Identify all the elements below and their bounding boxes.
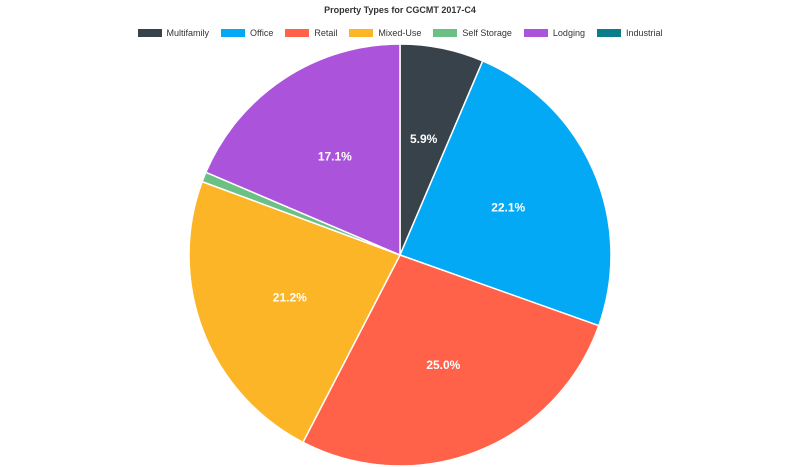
legend-item-office[interactable]: Office [221,28,273,38]
slice-label: 17.1% [318,149,352,163]
legend-label: Self Storage [462,28,512,38]
slice-label: 5.9% [410,132,438,146]
legend-label: Industrial [625,28,663,38]
legend-swatch [221,29,246,37]
legend-swatch [523,29,548,37]
legend-swatch [596,29,621,37]
legend-label: Lodging [552,28,585,38]
pie-slice-mixed-use[interactable] [188,180,402,444]
chart-title: Property Types for CGCMT 2017-C4 [324,5,476,15]
legend-item-industrial[interactable]: Industrial [596,28,663,38]
slice-label: 21.2% [273,291,307,305]
legend-label: Mixed-Use [378,28,422,38]
pie-slice-retail[interactable] [301,254,600,467]
legend-item-multifamily[interactable]: Multifamily [137,28,210,38]
pie-slice-office[interactable] [398,59,612,327]
pie-slice-lodging[interactable] [204,43,401,257]
legend-swatch [433,29,458,37]
legend-swatch [137,29,162,37]
legend-label: Multifamily [166,28,210,38]
chart-legend: Multifamily Office Retail Mixed-Use Self Sto… [0,28,800,38]
legend-item-retail[interactable]: Retail [285,28,337,38]
legend-label: Office [250,28,274,38]
legend-item-self-storage[interactable]: Self Storage [433,28,512,38]
legend-label: Retail [314,28,338,38]
legend-item-lodging[interactable]: Lodging [523,28,585,38]
legend-swatch [349,29,374,37]
slice-label: 25.0% [426,358,460,372]
slice-label: 22.1% [491,201,525,215]
legend-item-mixed-use[interactable]: Mixed-Use [349,28,421,38]
legend-swatch [285,29,310,37]
